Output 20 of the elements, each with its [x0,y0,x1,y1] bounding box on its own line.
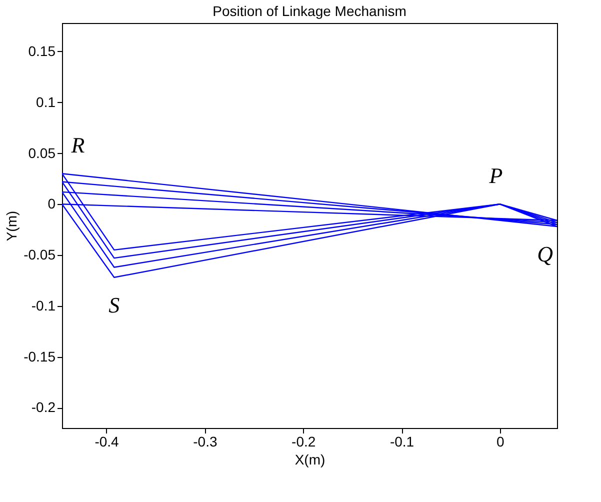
y-tick-label: 0.15 [28,42,56,59]
annotation: S [108,292,120,318]
annotation: R [70,132,86,158]
x-tick-label: -0.1 [390,434,414,450]
y-tick-label: 0 [48,196,56,212]
x-tick-label: -0.4 [94,434,120,450]
y-axis-title: Y(m) [4,210,20,242]
x-axis-title: X(m) [294,452,326,468]
y-tick-label: -0.05 [24,246,56,263]
y-tick-label: 0.1 [36,94,56,110]
y-tick-label: -0.2 [31,399,56,416]
annotation: Q [537,242,554,267]
y-tick-label: -0.15 [24,348,56,364]
y-tick-label: -0.1 [31,297,56,314]
x-tick-label: 0 [496,434,505,450]
annotation: P [488,163,503,188]
chart-title: Position of Linkage Mechanism [212,3,406,19]
x-tick-label: -0.2 [292,434,316,450]
x-tick-label: -0.3 [193,434,218,450]
y-tick-label: 0.05 [28,144,56,161]
